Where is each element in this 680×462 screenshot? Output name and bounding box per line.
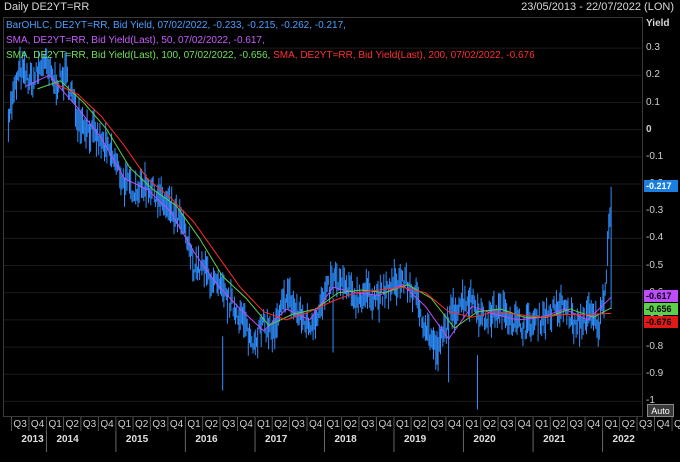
x-quarter-label: Q1 (465, 419, 479, 430)
x-quarter-label: Q3 (500, 419, 514, 430)
x-quarter-label: Q3 (430, 419, 444, 430)
y-tick-label: -0.3 (646, 205, 664, 217)
x-year-label: 2016 (195, 434, 218, 445)
series-sma-100 (37, 80, 612, 329)
x-quarter-label: Q2 (552, 419, 566, 430)
x-quarter-label: Q2 (274, 419, 288, 430)
x-year-label: 2020 (473, 434, 496, 445)
last-value-tag: -0.217 (644, 180, 678, 192)
auto-scale-button[interactable]: Auto (647, 404, 674, 417)
last-value-tag: -0.617 (644, 290, 678, 302)
x-quarter-label: Q1 (117, 419, 132, 430)
x-quarter-label: Q2 (482, 419, 497, 430)
x-quarter-label: Q2 (621, 419, 636, 430)
series-sma-50 (25, 74, 612, 340)
x-year-label: 2018 (334, 434, 357, 445)
x-quarter-label: Q1 (48, 419, 62, 430)
x-quarter-label: Q3 (82, 419, 97, 430)
x-year-label: 2019 (403, 434, 427, 445)
x-quarter-label: Q2 (65, 419, 79, 430)
legend: BarOHLC, DE2YT=RR, Bid Yield, 07/02/2022… (6, 18, 606, 63)
x-quarter-label: Q1 (257, 419, 271, 430)
y-tick-label: 0 (646, 123, 652, 135)
plot-area[interactable] (3, 17, 643, 417)
y-tick-label: -0.4 (646, 232, 664, 244)
x-quarter-label: Q1 (604, 419, 618, 430)
y-tick-label: -0.8 (646, 341, 664, 353)
x-quarter-label: Q2 (135, 419, 149, 430)
x-quarter-label: Q4 (308, 419, 323, 430)
x-quarter-label: Q3 (291, 419, 305, 430)
x-quarter-label: Q3 (13, 419, 27, 430)
x-quarter-label: Q2 (343, 419, 357, 430)
y-axis-title: Yield (646, 18, 670, 29)
x-axis[interactable]: Q3 Q4 Q1 Q2 Q3 Q4 Q1 Q2 Q3 Q4 Q1 Q2 Q3 Q4 Q1 Q2 Q3 Q4 Q1 Q2… (0, 417, 680, 462)
legend-sma-100: SMA, DE2YT=RR, Bid Yield(Last), 100, 07/… (6, 50, 271, 61)
legend-bar-ohlc: BarOHLC, DE2YT=RR, Bid Yield, 07/02/2022… (6, 20, 346, 31)
x-quarter-label: Q3 (569, 419, 583, 430)
x-quarter-label: Q3 (222, 419, 236, 430)
y-tick-label: 0.2 (646, 69, 660, 81)
x-quarter-label: Q1 (326, 419, 340, 430)
series-sma-200 (54, 83, 612, 321)
sma-line (25, 74, 612, 340)
x-year-label: 2017 (265, 434, 288, 445)
y-tick-label: -0.1 (646, 150, 664, 162)
legend-sma-50: SMA, DE2YT=RR, Bid Yield(Last), 50, 07/0… (6, 35, 265, 46)
x-quarter-label: Q3 (360, 419, 375, 430)
x-quarter-label: Q4 (517, 419, 531, 430)
last-value-tag: -0.656 (644, 303, 678, 315)
y-tick-label: 0.3 (646, 42, 660, 54)
x-quarter-label: Q1 (674, 419, 680, 430)
x-quarter-label: Q4 (100, 419, 114, 430)
x-quarter-label: Q3 (152, 419, 166, 430)
date-range: 23/05/2013 - 22/07/2022 (LON) (521, 1, 674, 13)
x-quarter-label: Q2 (413, 419, 427, 430)
legend-sma-200: SMA, DE2YT=RR, Bid Yield(Last), 200, 07/… (273, 50, 535, 61)
title-bar: Daily DE2YT=RR 23/05/2013 - 22/07/2022 (… (0, 0, 680, 16)
x-quarter-label: Q1 (535, 419, 549, 430)
y-tick-label: 0.1 (646, 96, 660, 108)
x-quarter-label: Q4 (447, 419, 462, 430)
x-quarter-label: Q3 (639, 419, 653, 430)
x-year-label: 2014 (56, 434, 79, 445)
y-tick-label: -1 (646, 395, 655, 407)
x-year-label: 2021 (543, 434, 566, 445)
sma-line (54, 83, 612, 321)
x-quarter-label: Q4 (587, 419, 601, 430)
x-quarter-label: Q4 (30, 419, 45, 430)
x-quarter-label: Q2 (204, 419, 219, 430)
x-quarter-label: Q1 (395, 419, 410, 430)
x-year-label: 2013 (21, 434, 44, 445)
x-quarter-label: Q4 (656, 419, 670, 430)
x-year-label: 2022 (612, 434, 635, 445)
chart-title: Daily DE2YT=RR (4, 1, 90, 13)
last-value-tag: -0.676 (644, 316, 678, 328)
series-bar-ohlc (7, 46, 612, 410)
y-tick-label: -0.5 (646, 259, 664, 271)
x-year-label: 2015 (125, 434, 149, 445)
y-tick-label: -0.9 (646, 368, 664, 380)
x-quarter-label: Q4 (378, 419, 392, 430)
x-quarter-label: Q1 (187, 419, 201, 430)
sma-line (37, 80, 612, 329)
x-quarter-label: Q4 (169, 419, 184, 430)
x-quarter-label: Q4 (239, 419, 253, 430)
